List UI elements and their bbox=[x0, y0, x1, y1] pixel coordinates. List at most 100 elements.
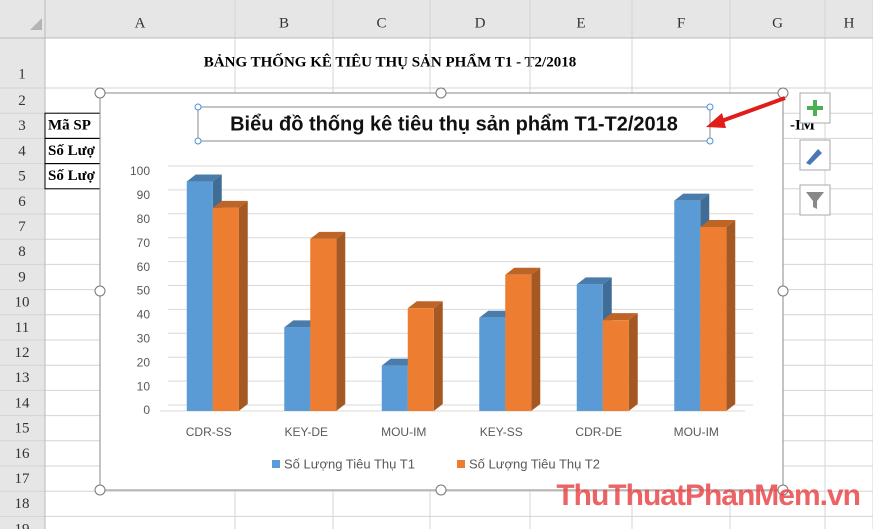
bar bbox=[700, 226, 727, 411]
y-tick-label: 60 bbox=[137, 260, 151, 274]
bar-top bbox=[310, 231, 346, 239]
title-handle bbox=[706, 137, 714, 145]
select-all[interactable] bbox=[30, 18, 42, 30]
resize-handle[interactable] bbox=[94, 285, 106, 297]
plus-icon bbox=[807, 100, 823, 116]
x-tick-label: MOU-IM bbox=[381, 425, 426, 439]
cell[interactable]: Số Lượ bbox=[48, 143, 96, 159]
row-header[interactable]: 5 bbox=[18, 169, 26, 185]
row-header[interactable]: 11 bbox=[15, 320, 29, 336]
bar bbox=[674, 200, 701, 411]
row-header[interactable]: 14 bbox=[15, 395, 31, 411]
bar-side bbox=[628, 313, 638, 411]
bar bbox=[479, 317, 506, 411]
column-header-bar bbox=[0, 0, 873, 38]
y-tick-label: 0 bbox=[143, 403, 150, 417]
bar-top bbox=[407, 301, 443, 309]
bar-top bbox=[674, 193, 710, 201]
x-tick-label: CDR-SS bbox=[186, 425, 232, 439]
title-handle bbox=[194, 137, 202, 145]
row-header[interactable]: 13 bbox=[15, 370, 30, 386]
y-tick-label: 30 bbox=[137, 331, 151, 345]
resize-handle[interactable] bbox=[777, 87, 789, 99]
bar-top bbox=[576, 277, 612, 285]
y-tick-label: 50 bbox=[137, 284, 151, 298]
y-tick-label: 40 bbox=[137, 308, 151, 322]
row-header[interactable]: 2 bbox=[18, 93, 26, 109]
bar bbox=[602, 320, 629, 411]
legend-swatch bbox=[457, 460, 465, 468]
y-tick-label: 90 bbox=[137, 188, 151, 202]
bar-top bbox=[186, 174, 222, 182]
title-handle bbox=[706, 103, 714, 111]
column-header[interactable]: C bbox=[376, 15, 386, 31]
bar-top bbox=[505, 267, 541, 275]
watermark: ThuThuatPhanMem.vn bbox=[556, 479, 860, 512]
x-tick-label: KEY-SS bbox=[480, 425, 523, 439]
row-header[interactable]: 4 bbox=[18, 143, 26, 159]
y-tick-label: 70 bbox=[137, 236, 151, 250]
row-header[interactable]: 10 bbox=[15, 295, 30, 311]
bar bbox=[310, 238, 337, 411]
bar-side bbox=[433, 301, 443, 411]
legend-label[interactable]: Số Lượng Tiêu Thụ T2 bbox=[469, 456, 600, 471]
bar-top bbox=[602, 313, 638, 321]
resize-handle[interactable] bbox=[777, 285, 789, 297]
bar-top bbox=[700, 219, 736, 227]
arrow bbox=[715, 96, 786, 125]
column-header[interactable]: H bbox=[844, 15, 855, 31]
row-header[interactable]: 7 bbox=[18, 219, 26, 235]
y-tick-label: 10 bbox=[137, 379, 151, 393]
column-header[interactable]: A bbox=[135, 15, 146, 31]
cell[interactable]: Mã SP bbox=[48, 118, 91, 134]
row-header[interactable]: 8 bbox=[18, 244, 26, 260]
title-handle bbox=[194, 103, 202, 111]
column-header[interactable]: E bbox=[576, 15, 585, 31]
bar-side bbox=[336, 231, 346, 411]
bar-top bbox=[212, 200, 248, 208]
x-tick-label: MOU-IM bbox=[674, 425, 719, 439]
row-header[interactable]: 12 bbox=[15, 345, 30, 361]
resize-handle[interactable] bbox=[94, 484, 106, 496]
resize-handle[interactable] bbox=[94, 87, 106, 99]
bar bbox=[284, 327, 311, 411]
row-header[interactable]: 16 bbox=[15, 446, 31, 462]
bar-side bbox=[726, 219, 736, 411]
column-header[interactable]: B bbox=[279, 15, 289, 31]
y-tick-label: 100 bbox=[130, 164, 150, 178]
resize-handle[interactable] bbox=[777, 484, 789, 496]
brush-icon bbox=[806, 149, 822, 165]
bar bbox=[186, 181, 213, 411]
column-header[interactable]: D bbox=[475, 15, 486, 31]
sheet-title: BẢNG THỐNG KÊ TIÊU THỤ SẢN PHẨM T1 - T2/… bbox=[204, 52, 576, 70]
bar-side bbox=[238, 200, 248, 411]
filter-icon bbox=[806, 192, 824, 209]
legend-label[interactable]: Số Lượng Tiêu Thụ T1 bbox=[284, 456, 415, 471]
cell[interactable]: Số Lượ bbox=[48, 168, 96, 184]
x-tick-label: KEY-DE bbox=[284, 425, 328, 439]
bar-side bbox=[531, 267, 541, 411]
bar bbox=[505, 274, 532, 411]
column-header[interactable]: F bbox=[677, 15, 685, 31]
row-header[interactable]: 6 bbox=[18, 194, 26, 210]
row-header[interactable]: 15 bbox=[15, 421, 30, 437]
row-header[interactable]: 3 bbox=[18, 118, 26, 134]
row-header[interactable]: 1 bbox=[18, 66, 26, 82]
row-header[interactable]: 19 bbox=[15, 521, 30, 529]
column-header[interactable]: G bbox=[772, 15, 783, 31]
row-header[interactable]: 17 bbox=[15, 471, 31, 487]
bar bbox=[212, 207, 239, 411]
row-header[interactable]: 9 bbox=[18, 269, 26, 285]
resize-handle[interactable] bbox=[435, 87, 447, 99]
bar bbox=[576, 284, 603, 411]
bar bbox=[381, 365, 408, 411]
y-tick-label: 80 bbox=[137, 212, 151, 226]
chart-title[interactable]: Biểu đồ thống kê tiêu thụ sản phẩm T1-T2… bbox=[230, 113, 678, 135]
y-tick-label: 20 bbox=[137, 355, 151, 369]
legend-swatch bbox=[272, 460, 280, 468]
x-tick-label: CDR-DE bbox=[575, 425, 622, 439]
row-header[interactable]: 18 bbox=[15, 496, 30, 512]
bar bbox=[407, 308, 434, 411]
resize-handle[interactable] bbox=[435, 484, 447, 496]
